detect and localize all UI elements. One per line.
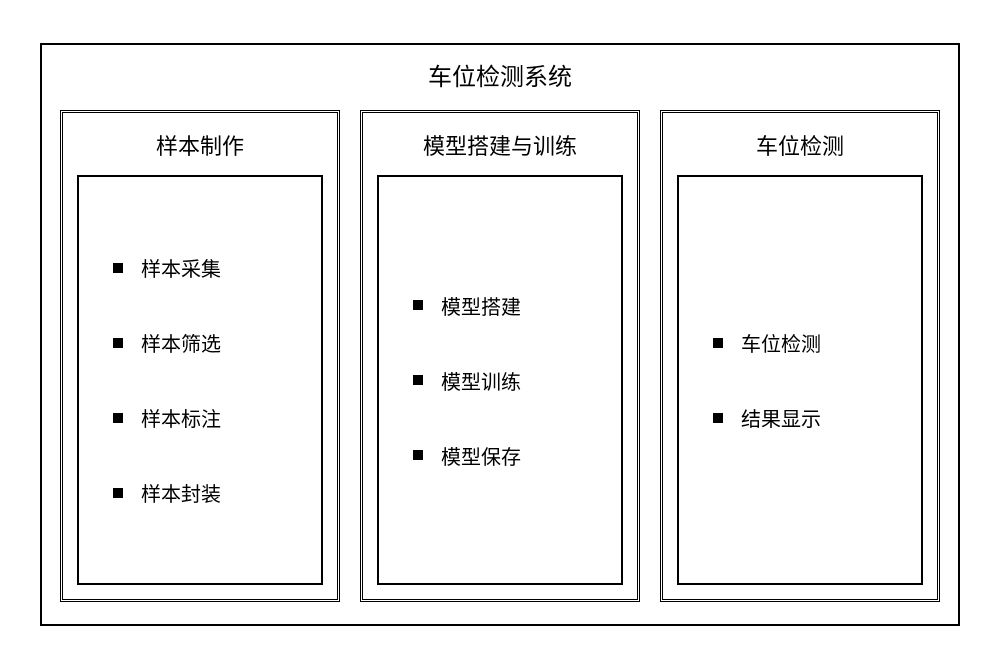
item-label: 样本封装 [141,478,221,507]
item-label: 样本标注 [141,403,221,432]
item-label: 样本筛选 [141,328,221,357]
main-title: 车位检测系统 [42,45,958,102]
list-item: 车位检测 [713,328,921,357]
item-label: 模型保存 [441,441,521,470]
item-label: 模型训练 [441,366,521,395]
bullet-icon [413,300,423,310]
bullet-icon [713,338,723,348]
item-list: 模型搭建 模型训练 模型保存 [413,291,621,470]
list-item: 样本标注 [113,403,321,432]
list-item: 样本采集 [113,253,321,282]
module-title: 模型搭建与训练 [363,113,637,175]
module-body: 车位检测 结果显示 [677,175,923,585]
module-sample-preparation: 样本制作 样本采集 样本筛选 样本标注 样本封装 [60,110,340,602]
module-title: 车位检测 [663,113,937,175]
item-list: 车位检测 结果显示 [713,328,921,432]
item-list: 样本采集 样本筛选 样本标注 样本封装 [113,253,321,507]
list-item: 模型训练 [413,366,621,395]
module-body: 模型搭建 模型训练 模型保存 [377,175,623,585]
list-item: 结果显示 [713,403,921,432]
list-item: 模型保存 [413,441,621,470]
bullet-icon [113,488,123,498]
item-label: 结果显示 [741,403,821,432]
bullet-icon [413,375,423,385]
bullet-icon [113,263,123,273]
list-item: 样本封装 [113,478,321,507]
item-label: 模型搭建 [441,291,521,320]
list-item: 模型搭建 [413,291,621,320]
bullet-icon [713,413,723,423]
modules-row: 样本制作 样本采集 样本筛选 样本标注 样本封装 模型搭建与训练 模型搭建 模型… [42,102,958,624]
system-diagram: 车位检测系统 样本制作 样本采集 样本筛选 样本标注 样本封装 模型搭建与训练 … [40,43,960,626]
module-model-training: 模型搭建与训练 模型搭建 模型训练 模型保存 [360,110,640,602]
bullet-icon [413,450,423,460]
list-item: 样本筛选 [113,328,321,357]
module-detection: 车位检测 车位检测 结果显示 [660,110,940,602]
item-label: 车位检测 [741,328,821,357]
bullet-icon [113,338,123,348]
module-title: 样本制作 [63,113,337,175]
module-body: 样本采集 样本筛选 样本标注 样本封装 [77,175,323,585]
bullet-icon [113,413,123,423]
item-label: 样本采集 [141,253,221,282]
